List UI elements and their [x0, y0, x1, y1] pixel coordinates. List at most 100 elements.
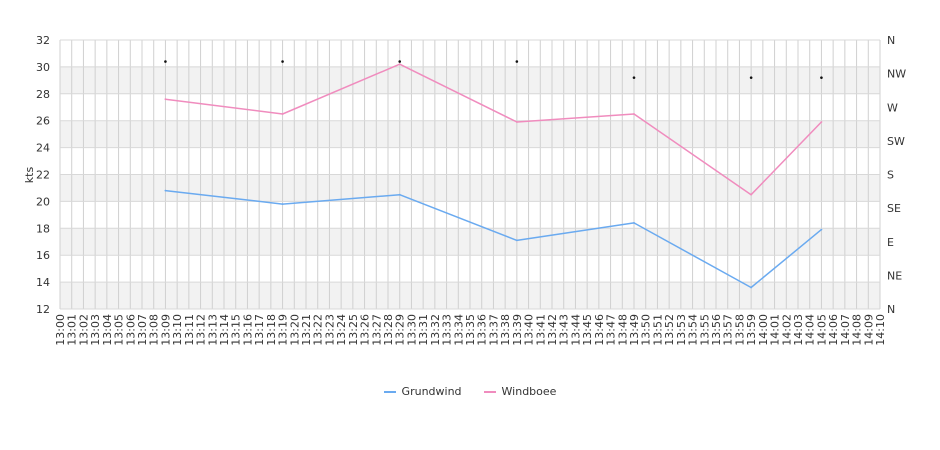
direction-tick-label: N [887, 303, 895, 316]
x-tick-label: 13:43 [558, 314, 571, 346]
x-tick-label: 13:40 [523, 314, 536, 346]
y-tick-label: 32 [36, 34, 50, 47]
direction-marker [164, 60, 167, 63]
x-tick-label: 13:04 [101, 314, 114, 346]
x-tick-label: 13:55 [698, 314, 711, 346]
data-point-grundwind [750, 286, 753, 289]
x-tick-label: 13:12 [195, 314, 208, 346]
x-tick-label: 13:34 [452, 314, 465, 346]
legend-item-grundwind[interactable]: Grundwind [383, 385, 462, 398]
x-tick-label: 13:41 [534, 314, 547, 346]
direction-tick-label: S [887, 169, 894, 182]
direction-tick-label: N [887, 34, 895, 47]
x-tick-label: 13:08 [148, 314, 161, 346]
x-tick-label: 13:25 [347, 314, 360, 346]
x-axis-ticks: 13:0013:0113:0213:0313:0413:0513:0613:07… [54, 314, 887, 346]
y-tick-label: 20 [36, 195, 50, 208]
x-tick-label: 14:02 [780, 314, 793, 346]
direction-tick-label: E [887, 236, 894, 249]
x-tick-label: 13:06 [124, 314, 137, 346]
x-tick-label: 13:49 [628, 314, 641, 346]
data-point-windboee [281, 113, 284, 115]
data-point-grundwind [281, 203, 284, 205]
x-tick-label: 13:13 [206, 314, 219, 346]
x-tick-label: 13:02 [77, 314, 90, 346]
direction-marker [749, 76, 753, 79]
legend-item-windboee[interactable]: Windboee [483, 385, 557, 398]
x-tick-label: 13:47 [605, 314, 618, 346]
x-tick-label: 13:51 [651, 314, 664, 346]
x-tick-label: 13:20 [288, 314, 301, 346]
x-tick-label: 13:33 [441, 314, 454, 346]
x-tick-label: 14:05 [815, 314, 828, 346]
x-tick-label: 13:52 [663, 314, 676, 346]
x-tick-label: 13:11 [183, 314, 196, 346]
x-tick-label: 14:08 [851, 314, 864, 346]
legend-label-grundwind: Grundwind [401, 385, 462, 398]
x-tick-label: 13:53 [675, 314, 688, 346]
data-point-grundwind [398, 193, 401, 196]
y-tick-label: 12 [36, 303, 50, 316]
legend-label-windboee: Windboee [501, 385, 557, 398]
x-tick-label: 13:54 [687, 314, 700, 346]
y-axis-label: kts [23, 167, 36, 184]
y-tick-label: 28 [36, 88, 50, 101]
x-tick-label: 13:18 [265, 314, 278, 346]
x-tick-label: 13:15 [230, 314, 243, 346]
y-tick-label: 18 [36, 222, 50, 235]
x-tick-label: 13:46 [593, 314, 606, 346]
direction-marker [281, 60, 284, 63]
x-tick-label: 13:50 [640, 314, 653, 346]
x-tick-label: 13:19 [277, 314, 290, 346]
direction-axis-ticks: N NE E SE S SW W NW N [887, 34, 906, 316]
x-tick-label: 13:16 [241, 314, 254, 346]
data-point-windboee [515, 121, 518, 123]
x-tick-label: 13:05 [113, 314, 126, 346]
x-tick-label: 13:36 [476, 314, 489, 346]
x-tick-label: 13:29 [394, 314, 407, 346]
x-tick-label: 13:45 [581, 314, 594, 346]
data-point-windboee [398, 63, 401, 66]
direction-tick-label: W [887, 101, 898, 114]
x-tick-label: 13:09 [159, 314, 172, 346]
x-tick-label: 13:07 [136, 314, 149, 346]
x-tick-label: 14:04 [804, 314, 817, 346]
x-tick-label: 14:06 [827, 314, 840, 346]
y-tick-label: 24 [36, 142, 50, 155]
x-tick-label: 13:03 [89, 314, 102, 346]
x-tick-label: 13:57 [722, 314, 735, 346]
direction-marker [398, 60, 402, 63]
x-tick-label: 13:31 [417, 314, 430, 346]
x-tick-label: 14:10 [874, 314, 887, 346]
data-point-windboee [820, 121, 823, 123]
x-tick-label: 13:38 [499, 314, 512, 346]
x-tick-label: 13:32 [429, 314, 442, 346]
legend-swatch-grundwind [383, 390, 396, 393]
x-tick-label: 13:44 [569, 314, 582, 346]
data-point-windboee [164, 98, 167, 101]
x-tick-label: 13:17 [253, 314, 266, 346]
x-tick-label: 14:07 [839, 314, 852, 346]
x-tick-label: 13:21 [300, 314, 313, 346]
x-tick-label: 13:22 [312, 314, 325, 346]
x-tick-label: 13:28 [382, 314, 395, 346]
x-tick-label: 13:23 [323, 314, 336, 346]
x-tick-label: 13:37 [487, 314, 500, 346]
direction-marker [515, 60, 519, 63]
data-point-grundwind [820, 228, 823, 231]
data-point-windboee [633, 113, 635, 115]
x-tick-label: 13:42 [546, 314, 559, 346]
x-tick-label: 13:30 [405, 314, 418, 346]
x-tick-label: 14:09 [862, 314, 875, 346]
legend: Grundwind Windboee [0, 385, 940, 398]
horizontal-gridlines [60, 39, 880, 310]
direction-tick-label: SE [887, 202, 901, 215]
direction-tick-label: NW [887, 68, 906, 81]
x-tick-label: 14:01 [769, 314, 782, 346]
y-tick-label: 16 [36, 249, 50, 262]
x-tick-label: 13:27 [370, 314, 383, 346]
y-axis-ticks: 12 14 16 18 20 22 24 26 28 30 32 [36, 34, 50, 316]
x-tick-label: 13:56 [710, 314, 723, 346]
direction-tick-label: SW [887, 135, 905, 148]
direction-marker [820, 76, 823, 79]
